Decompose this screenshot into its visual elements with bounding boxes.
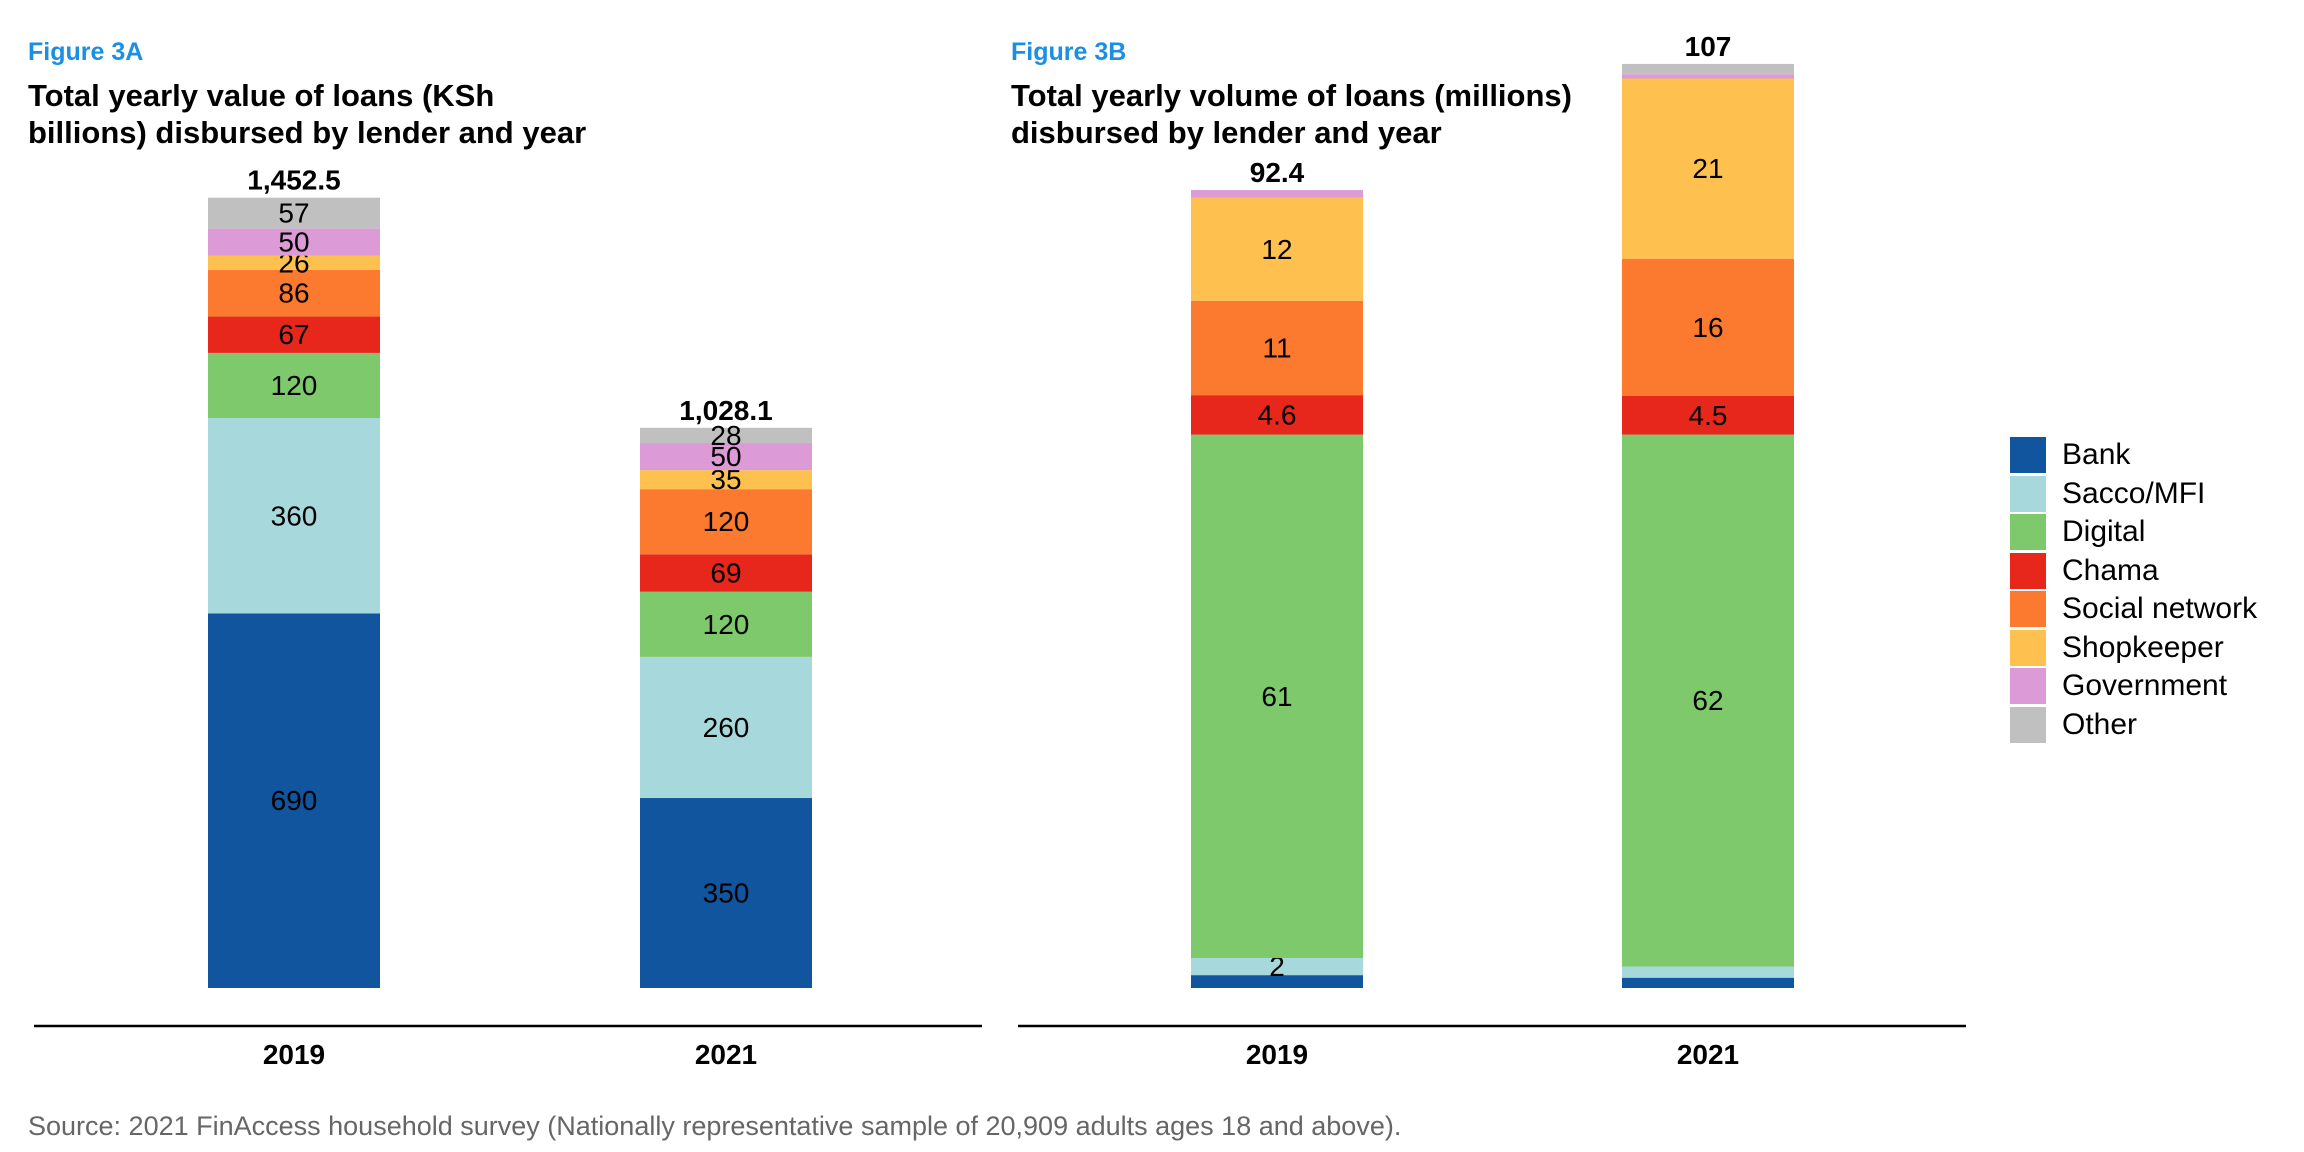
figure-3b-title: Total yearly volume of loans (millions) … (1011, 77, 1572, 151)
total-label-3a-2019: 1,452.5 (247, 165, 340, 196)
bar-3b-2021-government (1622, 74, 1794, 79)
bar-3b-2019-shopkeeper (1191, 197, 1363, 301)
data-label-3a-2019-sacco-mfi: 360 (271, 500, 318, 531)
data-label-3a-2019-social-network: 86 (278, 278, 309, 309)
bar-3b-2019-sacco-mfi (1191, 957, 1363, 976)
bar-3b-2021-social-network (1622, 258, 1794, 396)
legend-item-government: Government (2010, 667, 2257, 706)
bar-3b-2021-shopkeeper (1622, 78, 1794, 259)
data-label-3a-2019-digital: 120 (271, 370, 318, 401)
figure-3a-label: Figure 3A (28, 38, 144, 66)
total-label-3b-2021: 107 (1685, 31, 1732, 62)
data-label-3a-2021-bank: 350 (703, 878, 750, 909)
bar-3b-2019-social-network (1191, 300, 1363, 396)
figure-3b-label: Figure 3B (1011, 38, 1127, 66)
legend-swatch-shopkeeper (2010, 629, 2046, 666)
chart-3a: 69036012067862650571,452.520193502601206… (34, 165, 982, 1070)
bar-3b-2019-digital (1191, 434, 1363, 958)
bar-3b-2019-bank (1191, 975, 1363, 988)
figure-3a-title: Total yearly value of loans (KSh billion… (28, 77, 586, 151)
figure-3a-title-line1: Total yearly value of loans (KSh (28, 78, 495, 113)
bar-3a-2021-bank (640, 798, 812, 988)
bar-3a-2019-sacco-mfi (208, 418, 380, 614)
data-label-3b-2021-digital: 62 (1692, 685, 1723, 716)
data-label-3a-2021-digital: 120 (703, 609, 750, 640)
legend-item-chama: Chama (2010, 552, 2257, 591)
legend-item-shopkeeper: Shopkeeper (2010, 629, 2257, 668)
data-label-3a-2019-government: 50 (278, 227, 309, 258)
figure-3b-title-line2: disbursed by lender and year (1011, 115, 1442, 150)
x-tick-label-3b-2019: 2019 (1246, 1039, 1308, 1070)
bar-3a-2019-chama (208, 316, 380, 353)
legend-swatch-chama (2010, 552, 2046, 589)
legend-label-bank: Bank (2062, 438, 2131, 472)
data-label-3a-2021-sacco-mfi: 260 (703, 712, 750, 743)
legend-swatch-other (2010, 706, 2046, 743)
legend-label-social-network: Social network (2062, 592, 2258, 626)
bar-3a-2019-shopkeeper (208, 255, 380, 270)
bar-3a-2019-other (208, 197, 380, 229)
bar-3a-2021-shopkeeper (640, 470, 812, 490)
legend-label-government: Government (2062, 669, 2228, 703)
bar-3a-2019-bank (208, 613, 380, 988)
legend-label-digital: Digital (2062, 515, 2146, 549)
legend-swatch-government (2010, 668, 2046, 705)
legend-swatch-sacco-mfi (2010, 475, 2046, 512)
data-label-3b-2021-chama: 4.5 (1689, 400, 1728, 431)
data-label-3a-2021-government: 50 (710, 441, 741, 472)
data-label-3a-2021-social-network: 120 (703, 506, 750, 537)
bar-3b-2021-other (1622, 63, 1794, 75)
bar-3b-2021-chama (1622, 395, 1794, 435)
data-label-3b-2021-social-network: 16 (1692, 312, 1723, 343)
legend-label-sacco-mfi: Sacco/MFI (2062, 476, 2206, 510)
legend-swatch-digital (2010, 514, 2046, 551)
data-label-3b-2019-digital: 61 (1261, 681, 1292, 712)
bar-3b-2021-digital (1622, 434, 1794, 967)
legend-item-other: Other (2010, 706, 2257, 745)
legend-label-chama: Chama (2062, 553, 2159, 587)
legend-swatch-bank (2010, 437, 2046, 474)
data-label-3b-2019-chama: 4.6 (1258, 399, 1297, 430)
data-label-3a-2021-chama: 69 (710, 558, 741, 589)
bar-3a-2021-digital (640, 591, 812, 657)
bar-3a-2019-digital (208, 352, 380, 419)
data-label-3b-2019-shopkeeper: 12 (1261, 234, 1292, 265)
bar-3a-2021-sacco-mfi (640, 656, 812, 799)
data-label-3b-2019-social-network: 11 (1262, 332, 1291, 363)
x-tick-label-3a-2021: 2021 (695, 1039, 757, 1070)
source-note: Source: 2021 FinAccess household survey … (28, 1111, 1402, 1141)
bar-3a-2021-social-network (640, 489, 812, 555)
data-label-3b-2021-shopkeeper: 21 (1692, 153, 1723, 184)
bar-3b-2019-government (1191, 190, 1363, 198)
legend: Bank Sacco/MFI Digital Chama Social network S… (2010, 436, 2257, 744)
x-tick-label-3a-2019: 2019 (263, 1039, 325, 1070)
bar-3b-2021-sacco-mfi (1622, 966, 1794, 978)
legend-label-shopkeeper: Shopkeeper (2062, 630, 2224, 664)
bar-3a-2019-social-network (208, 269, 380, 317)
total-label-3b-2019: 92.4 (1250, 157, 1305, 188)
bar-3a-2021-chama (640, 554, 812, 592)
legend-item-sacco-mfi: Sacco/MFI (2010, 475, 2257, 514)
legend-label-other: Other (2062, 707, 2138, 741)
data-label-3b-2019-sacco-mfi: 2 (1269, 951, 1285, 982)
figure-3a-title-line2: billions) disbursed by lender and year (28, 115, 587, 150)
bar-3a-2021-government (640, 443, 812, 471)
legend-item-social-network: Social network (2010, 590, 2257, 629)
legend-item-digital: Digital (2010, 513, 2257, 552)
bar-3a-2021-other (640, 427, 812, 444)
legend-item-bank: Bank (2010, 436, 2257, 475)
data-label-3a-2021-other: 28 (710, 420, 741, 451)
data-label-3a-2019-other: 57 (278, 198, 309, 229)
bar-3a-2019-government (208, 228, 380, 256)
bar-3b-2019-chama (1191, 395, 1363, 435)
bar-3b-2021-bank (1622, 977, 1794, 988)
total-label-3a-2021: 1,028.1 (679, 395, 772, 426)
data-label-3a-2019-bank: 690 (271, 785, 318, 816)
legend-swatch-social-network (2010, 591, 2046, 628)
figure-3b-title-line1: Total yearly volume of loans (millions) (1011, 78, 1572, 113)
chart-3b: 2 61 4.6 11 12 92.4 2019 62 4.5 16 21 107 2021 (1018, 31, 1966, 1070)
data-label-3a-2019-chama: 67 (278, 319, 309, 350)
x-tick-label-3b-2021: 2021 (1677, 1039, 1739, 1070)
